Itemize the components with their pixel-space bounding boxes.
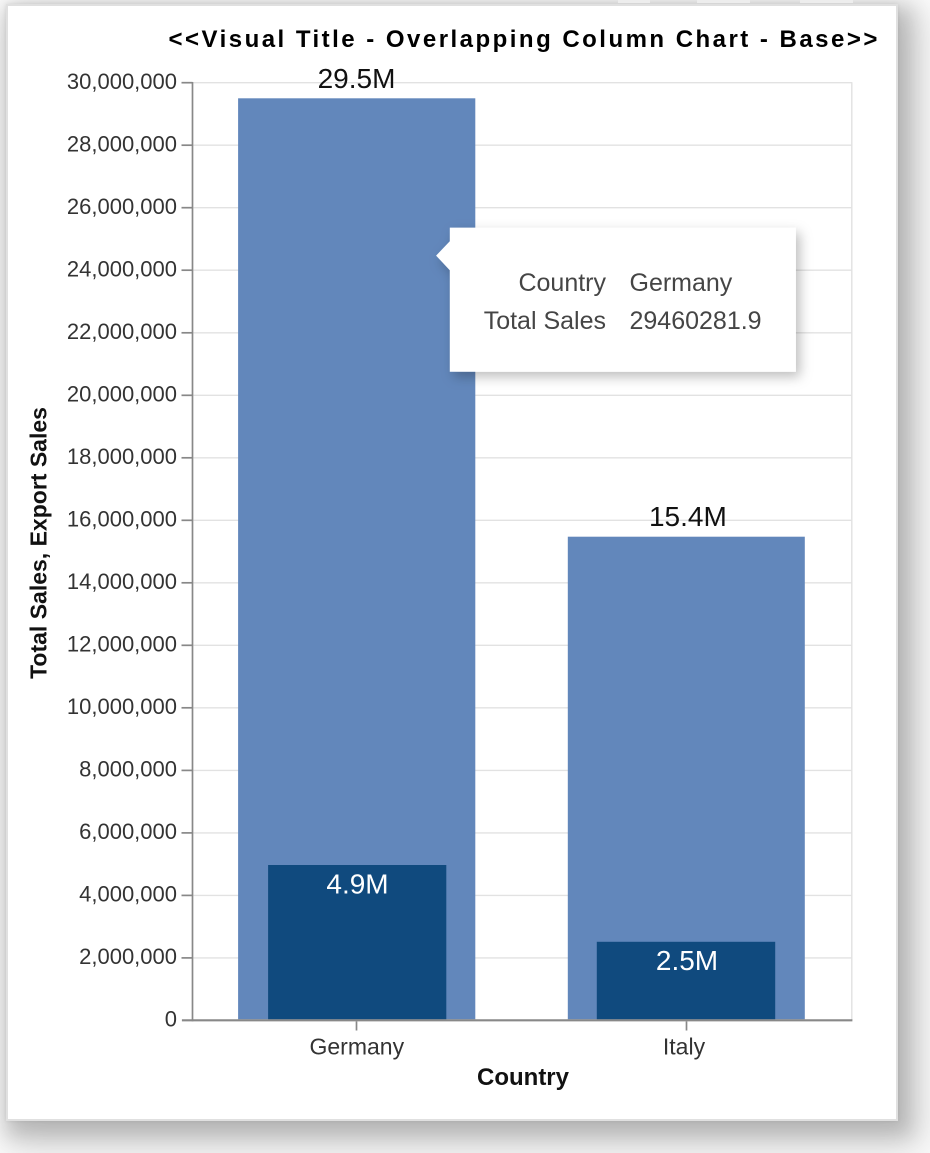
svg-text:16,000,000: 16,000,000 [67,507,177,532]
svg-text:10,000,000: 10,000,000 [67,694,177,719]
svg-text:Total Sales, Export Sales: Total Sales, Export Sales [26,407,52,679]
svg-text:6,000,000: 6,000,000 [79,819,177,844]
svg-text:8,000,000: 8,000,000 [79,757,177,782]
svg-text:Country: Country [518,269,606,297]
svg-text:4.9M: 4.9M [326,869,388,900]
svg-text:14,000,000: 14,000,000 [67,569,177,594]
svg-text:Country: Country [477,1064,570,1091]
svg-text:29.5M: 29.5M [318,63,396,94]
svg-text:18,000,000: 18,000,000 [67,444,177,469]
svg-text:2.5M: 2.5M [656,945,718,976]
svg-text:30,000,000: 30,000,000 [67,69,177,94]
svg-text:Total Sales: Total Sales [484,307,606,335]
svg-text:28,000,000: 28,000,000 [67,132,177,157]
svg-text:0: 0 [165,1007,177,1032]
svg-text:29460281.9: 29460281.9 [630,307,762,335]
svg-text:15.4M: 15.4M [649,501,727,532]
svg-text:<<Visual Title - Overlapping C: <<Visual Title - Overlapping Column Char… [169,26,880,53]
svg-text:4,000,000: 4,000,000 [79,882,177,907]
svg-text:22,000,000: 22,000,000 [67,319,177,344]
svg-text:Germany: Germany [630,269,733,297]
svg-text:Germany: Germany [310,1034,405,1060]
svg-text:24,000,000: 24,000,000 [67,257,177,282]
svg-text:12,000,000: 12,000,000 [67,632,177,657]
svg-text:20,000,000: 20,000,000 [67,382,177,407]
svg-text:2,000,000: 2,000,000 [79,944,177,969]
svg-text:Italy: Italy [663,1034,706,1060]
svg-text:26,000,000: 26,000,000 [67,194,177,219]
